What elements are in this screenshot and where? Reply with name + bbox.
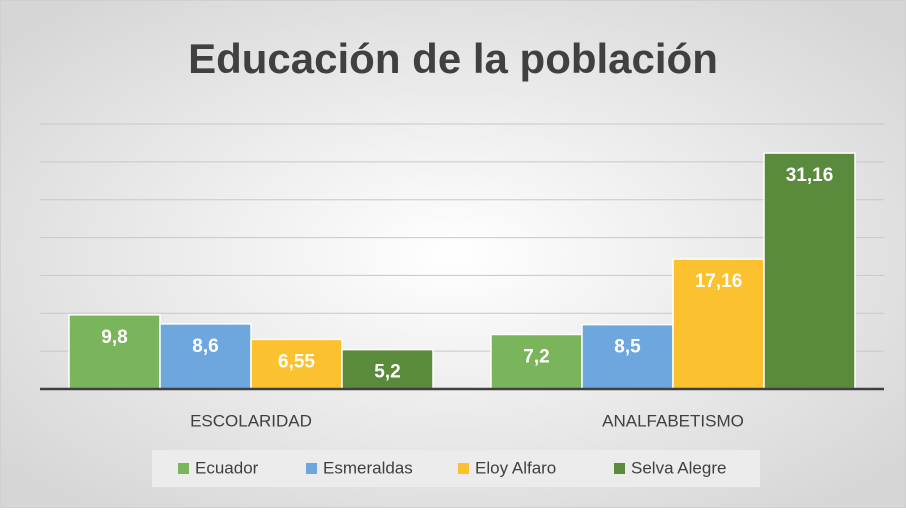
legend-swatch xyxy=(614,463,625,474)
chart-title: Educación de la población xyxy=(188,35,718,82)
data-label: 6,55 xyxy=(278,351,315,372)
legend-label: Eloy Alfaro xyxy=(475,458,556,477)
data-label: 9,8 xyxy=(101,327,127,348)
data-label: 31,16 xyxy=(786,165,834,186)
x-tick-label: ESCOLARIDAD xyxy=(190,411,312,430)
bar xyxy=(250,338,343,390)
bar xyxy=(763,152,856,390)
data-label: 8,6 xyxy=(192,336,218,357)
legend-swatch xyxy=(178,463,189,474)
data-label: 17,16 xyxy=(695,271,743,292)
legend-box xyxy=(152,450,760,487)
legend-swatch xyxy=(306,463,317,474)
data-label: 8,5 xyxy=(614,337,641,358)
data-label: 7,2 xyxy=(523,347,549,368)
bar xyxy=(341,348,434,390)
data-label: 5,2 xyxy=(374,362,400,383)
legend-swatch xyxy=(458,463,469,474)
bar xyxy=(490,333,583,390)
x-tick-label: ANALFABETISMO xyxy=(602,411,744,430)
bar xyxy=(68,314,161,390)
legend-label: Esmeraldas xyxy=(323,458,413,477)
legend-label: Selva Alegre xyxy=(631,458,726,477)
bar xyxy=(581,323,674,390)
legend-label: Ecuador xyxy=(195,458,259,477)
